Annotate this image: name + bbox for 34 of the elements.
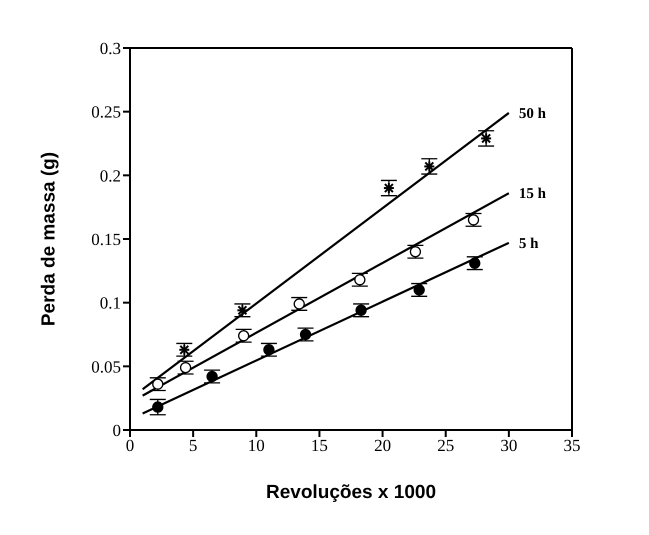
point — [469, 258, 480, 269]
point — [263, 344, 275, 356]
y-tick-label: 0.05 — [91, 357, 121, 376]
y-tick-label: 0.3 — [100, 39, 121, 58]
point — [206, 370, 218, 382]
series-label: 5 h — [518, 236, 540, 252]
y-tick-label: 0.15 — [91, 230, 121, 250]
point — [414, 284, 425, 296]
x-axis-title: Revoluções x 1000 — [266, 482, 436, 503]
series-label: 15 h — [518, 186, 547, 202]
point — [468, 214, 480, 226]
point — [410, 246, 422, 258]
point — [300, 328, 312, 340]
point — [355, 304, 367, 316]
y-tick-label: 0.25 — [91, 102, 121, 122]
x-tick-label: 15 — [310, 436, 328, 456]
point — [354, 274, 366, 286]
x-tick-label: 25 — [437, 436, 454, 456]
y-tick-label: 0.1 — [100, 294, 121, 313]
x-tick-label: 30 — [500, 436, 518, 456]
x-tick-label: 5 — [188, 436, 198, 456]
y-axis-title: Perda de massa (g) — [38, 152, 60, 326]
x-tick-label: 20 — [374, 436, 392, 456]
point — [152, 378, 164, 390]
point — [238, 330, 250, 342]
point — [152, 401, 164, 413]
y-tick-label: 0 — [112, 421, 121, 440]
point — [180, 362, 192, 374]
x-tick-label: 0 — [126, 436, 134, 456]
y-tick-label: 0.2 — [100, 166, 121, 186]
point — [294, 298, 305, 310]
x-tick-label: 35 — [564, 436, 580, 456]
series-label: 50 h — [518, 106, 547, 122]
x-tick-label: 10 — [248, 436, 265, 456]
